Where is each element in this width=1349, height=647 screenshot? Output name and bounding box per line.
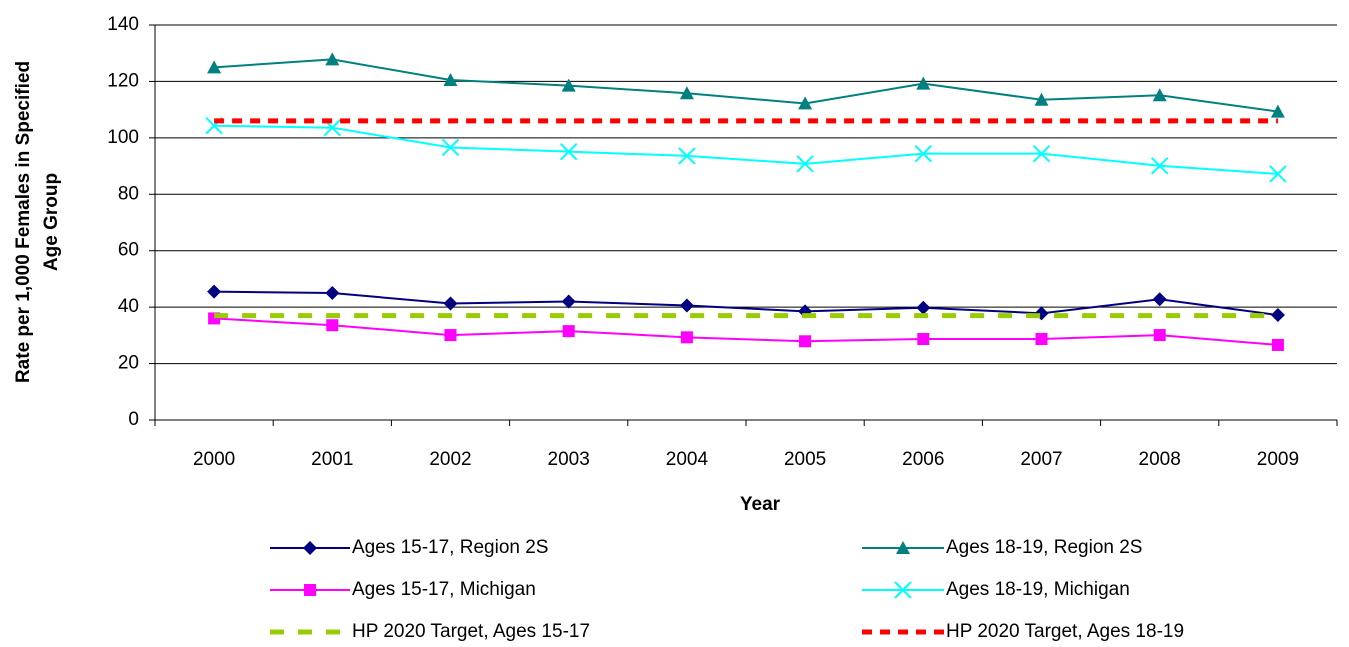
point-marker — [679, 298, 694, 313]
y-axis-label: Age Group — [41, 173, 62, 271]
point-marker — [796, 155, 814, 173]
series-line — [214, 58, 1279, 113]
point-marker — [326, 319, 339, 332]
legend-label: Ages 18-19, Region 2S — [946, 537, 1142, 558]
point-marker — [207, 60, 222, 74]
point-marker — [444, 329, 457, 342]
point-marker — [561, 78, 576, 92]
legend-label: HP 2020 Target, Ages 15-17 — [352, 621, 590, 642]
legend-label: Ages 18-19, Michigan — [946, 579, 1130, 600]
series-line — [214, 124, 1278, 175]
legend-label: Ages 15-17, Region 2S — [352, 537, 548, 558]
point-marker — [916, 76, 931, 90]
point-marker — [325, 286, 340, 301]
x-tick-label: 2000 — [193, 449, 235, 470]
point-marker — [1271, 338, 1284, 351]
point-marker — [561, 294, 576, 309]
y-tick-label: 80 — [118, 183, 139, 204]
point-marker — [1270, 308, 1285, 323]
point-marker — [562, 325, 575, 338]
point-marker — [799, 335, 812, 348]
x-tick-label: 2001 — [311, 449, 353, 470]
x-tick-label: 2006 — [902, 449, 944, 470]
x-tick-label: 2003 — [548, 449, 590, 470]
x-axis-label: Year — [740, 494, 781, 515]
point-marker — [678, 147, 696, 165]
point-marker — [679, 86, 694, 100]
point-marker — [1035, 333, 1048, 346]
legend-marker — [303, 541, 317, 555]
y-tick-label: 100 — [107, 127, 139, 148]
y-axis-label: Rate per 1,000 Females in Specified — [13, 61, 34, 383]
point-marker — [443, 296, 458, 311]
point-marker — [443, 73, 458, 87]
point-marker — [325, 52, 340, 66]
legend-label: HP 2020 Target, Ages 18-19 — [946, 621, 1184, 642]
x-tick-label: 2008 — [1139, 449, 1181, 470]
y-tick-label: 40 — [118, 296, 139, 317]
x-tick-label: 2004 — [666, 449, 709, 470]
point-marker — [798, 96, 813, 110]
point-marker — [559, 142, 578, 161]
y-tick-label: 140 — [107, 14, 139, 35]
point-marker — [441, 138, 460, 157]
legend-marker — [304, 584, 316, 596]
x-tick-label: 2002 — [429, 449, 471, 470]
legend-marker — [894, 581, 912, 599]
point-marker — [1270, 104, 1285, 118]
point-marker — [1152, 292, 1167, 307]
x-tick-label: 2005 — [784, 449, 826, 470]
x-tick-label: 2007 — [1020, 449, 1062, 470]
y-tick-label: 20 — [118, 353, 139, 374]
point-marker — [680, 331, 693, 344]
legend-marker — [896, 541, 910, 554]
point-marker — [916, 300, 931, 315]
point-marker — [914, 144, 933, 163]
point-marker — [1034, 92, 1049, 106]
series-line — [214, 290, 1279, 317]
series-line — [214, 317, 1278, 346]
legend-label: Ages 15-17, Michigan — [352, 579, 536, 600]
point-marker — [1269, 165, 1287, 183]
point-marker — [917, 333, 930, 346]
x-tick-label: 2009 — [1257, 449, 1299, 470]
point-marker — [1153, 329, 1166, 342]
y-tick-label: 60 — [118, 240, 139, 261]
point-marker — [207, 284, 222, 299]
y-tick-label: 120 — [107, 70, 139, 91]
y-tick-label: 0 — [128, 409, 139, 430]
point-marker — [1032, 144, 1051, 163]
point-marker — [1152, 88, 1167, 102]
point-marker — [1150, 157, 1169, 175]
